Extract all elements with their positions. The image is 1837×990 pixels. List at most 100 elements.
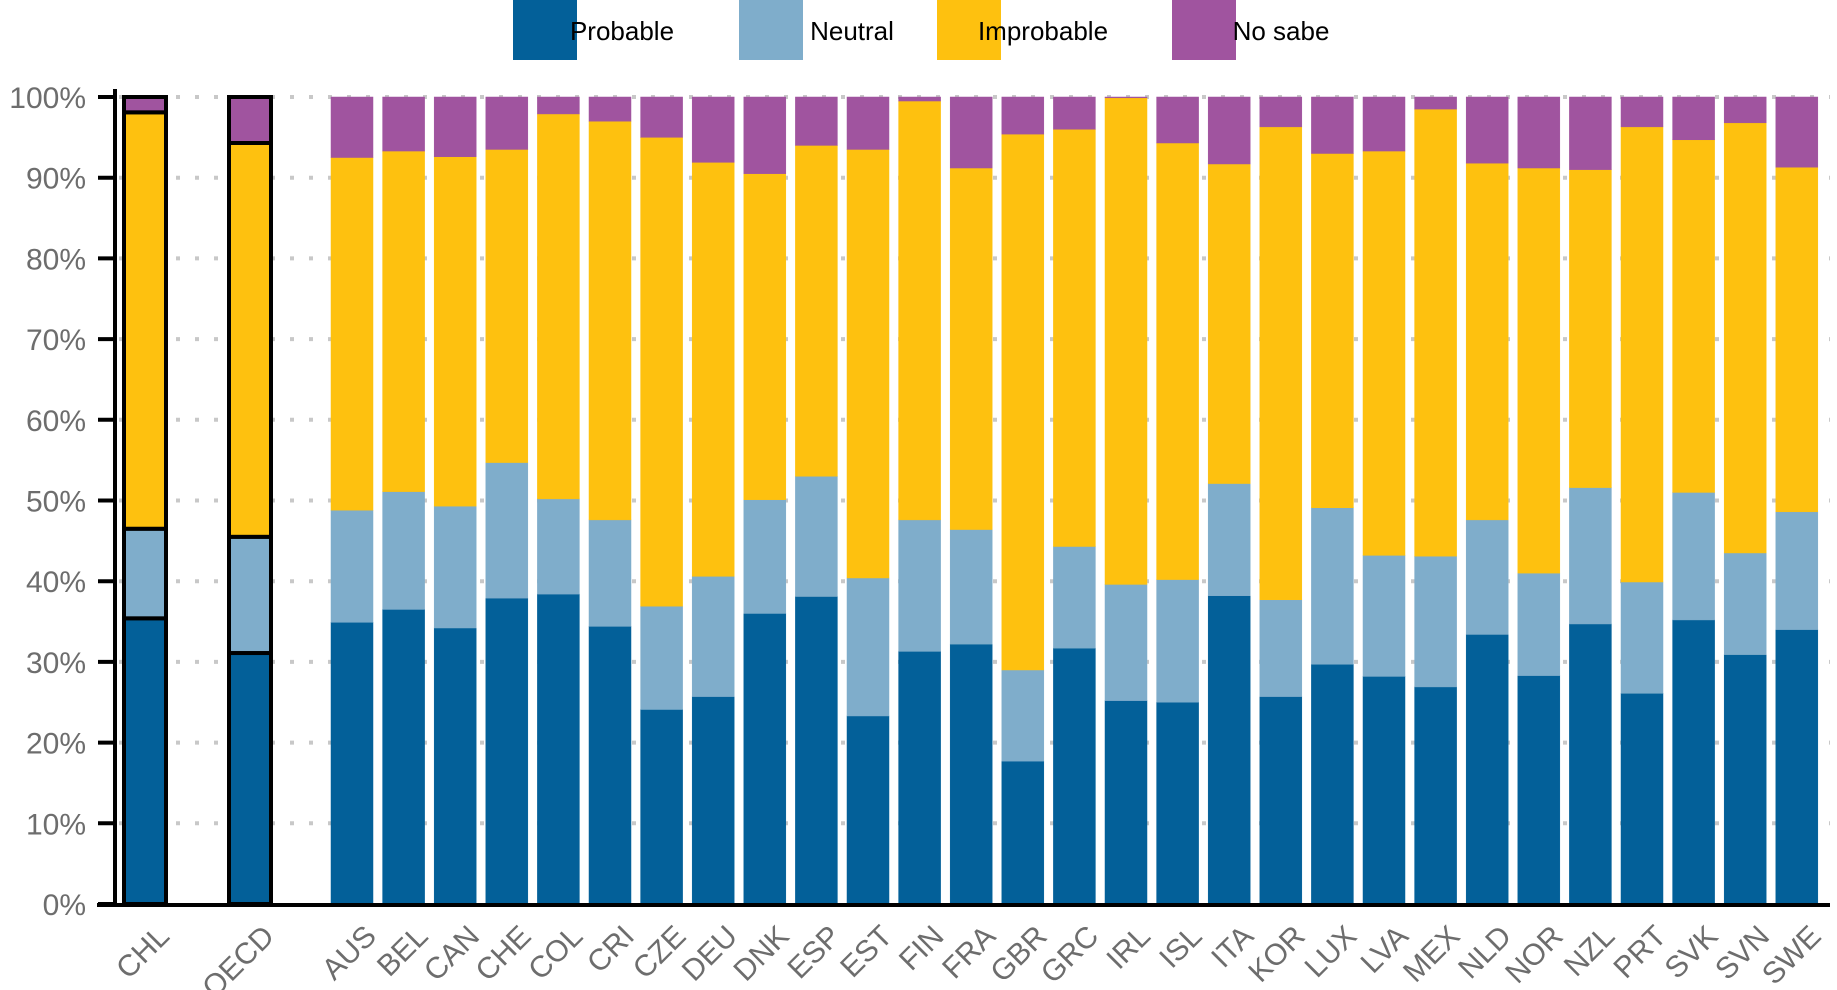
- bar-segment-lva-neutral: [1362, 555, 1406, 677]
- bar-segment-deu-probable: [691, 696, 735, 905]
- bar-segment-esp-improbable: [795, 145, 838, 477]
- x-tick-label: BEL: [371, 920, 434, 983]
- bar-segment-irl-probable: [1104, 700, 1148, 905]
- bar-segment-fra-neutral: [949, 529, 993, 645]
- x-tick-label: FRA: [936, 920, 1002, 986]
- bar-segment-oecd-improbable: [227, 140, 273, 539]
- bar-group-gbr: [1001, 96, 1045, 905]
- bar-segment-isl-probable: [1156, 702, 1199, 905]
- bar-segment-nzl-probable: [1569, 623, 1612, 905]
- x-tick-label: ISL: [1153, 920, 1208, 975]
- bar-segment-cze-neutral: [640, 605, 683, 710]
- bar-segment-est-no-sabe: [846, 96, 890, 150]
- bar-segment-cze-probable: [640, 709, 683, 905]
- bar-segment-isl-improbable: [1156, 142, 1199, 580]
- bar-segment-can-neutral: [433, 505, 477, 629]
- bar-segment-bel-no-sabe: [382, 96, 425, 152]
- x-tick-label: IRL: [1101, 920, 1157, 976]
- bar-segment-deu-neutral: [691, 576, 735, 697]
- bar-segment-dnk-neutral: [743, 499, 787, 614]
- x-tick-label: OECD: [196, 920, 281, 990]
- x-tick-label: CZE: [627, 920, 693, 986]
- bar-segment-aus-no-sabe: [330, 96, 374, 158]
- y-tick-label: 40%: [26, 566, 86, 599]
- bar-segment-nld-neutral: [1465, 519, 1509, 635]
- bar-segment-nld-probable: [1465, 634, 1509, 905]
- x-tick-label: SWE: [1756, 920, 1828, 990]
- legend-swatch-improbable: [937, 0, 1001, 60]
- y-tick-label: 30%: [26, 647, 86, 680]
- bar-segment-fin-probable: [898, 651, 941, 905]
- bar-group-cri: [588, 96, 632, 905]
- bar-segment-mex-no-sabe: [1414, 96, 1457, 110]
- bar-segment-deu-improbable: [691, 162, 735, 577]
- bar-group-col: [537, 96, 580, 905]
- legend-swatch-no-sabe: [1172, 0, 1236, 60]
- bar-segment-ita-neutral: [1207, 483, 1251, 596]
- bar-segment-lux-probable: [1311, 664, 1354, 905]
- legend-swatch-neutral: [739, 0, 803, 60]
- x-tick-label: AUS: [316, 920, 383, 987]
- bar-segment-gbr-probable: [1001, 760, 1045, 905]
- x-tick-label: DNK: [728, 920, 796, 988]
- bar-segment-svn-probable: [1723, 654, 1767, 905]
- bar-segment-aus-probable: [330, 622, 374, 905]
- legend-label: Probable: [570, 16, 674, 46]
- bar-segment-dnk-improbable: [743, 173, 787, 500]
- bar-segment-esp-no-sabe: [795, 96, 838, 146]
- bar-segment-aus-improbable: [330, 157, 374, 511]
- x-tick-label: EST: [834, 920, 899, 985]
- bar-segment-fra-improbable: [949, 167, 993, 530]
- bar-segment-lux-neutral: [1311, 507, 1354, 665]
- bar-segment-chl-neutral: [122, 526, 168, 621]
- bar-segment-isl-neutral: [1156, 579, 1199, 703]
- bar-segment-prt-no-sabe: [1620, 96, 1664, 128]
- bar-segment-chl-no-sabe: [122, 95, 168, 115]
- bar-segment-cze-improbable: [640, 137, 683, 607]
- bar-group-nld: [1465, 96, 1509, 905]
- x-tick-label: NZL: [1558, 920, 1621, 983]
- bar-segment-ita-probable: [1207, 595, 1251, 905]
- bar-segment-cri-no-sabe: [588, 96, 632, 122]
- bar-segment-kor-no-sabe: [1259, 96, 1303, 128]
- bar-segment-lva-improbable: [1362, 150, 1406, 556]
- legend-label: No sabe: [1233, 16, 1330, 46]
- bar-segment-grc-no-sabe: [1053, 96, 1096, 130]
- bar-segment-grc-neutral: [1053, 546, 1096, 649]
- bar-group-esp: [795, 96, 838, 905]
- bar-segment-fin-no-sabe: [898, 96, 941, 102]
- bar-segment-prt-probable: [1620, 693, 1664, 905]
- bar-segment-can-no-sabe: [433, 96, 477, 157]
- bar-segment-nzl-no-sabe: [1569, 96, 1612, 170]
- bar-segment-nor-no-sabe: [1517, 96, 1561, 169]
- bar-segment-nor-probable: [1517, 675, 1561, 905]
- bar-group-lux: [1311, 96, 1354, 905]
- bar-segment-nor-neutral: [1517, 572, 1561, 676]
- bar-segment-nzl-improbable: [1569, 169, 1612, 488]
- bar-group-can: [433, 96, 477, 905]
- bar-segment-grc-probable: [1053, 647, 1096, 905]
- bar-segment-irl-neutral: [1104, 584, 1148, 701]
- bar-group-nzl: [1569, 96, 1612, 905]
- bar-segment-chl-improbable: [122, 110, 168, 531]
- bar-segment-irl-no-sabe: [1104, 96, 1148, 99]
- bar-group-kor: [1259, 96, 1303, 905]
- bar-segment-swe-probable: [1775, 629, 1819, 905]
- bar-group-oecd: [227, 95, 273, 907]
- bar-segment-isl-no-sabe: [1156, 96, 1199, 144]
- bar-segment-fin-neutral: [898, 519, 941, 652]
- bar-group-isl: [1156, 96, 1199, 905]
- bar-group-fin: [898, 96, 941, 905]
- bar-segment-dnk-probable: [743, 613, 787, 905]
- bar-group-prt: [1620, 96, 1664, 905]
- x-tick-label: SVK: [1659, 920, 1725, 986]
- bar-segment-svk-neutral: [1672, 492, 1715, 621]
- x-tick-label: ESP: [781, 920, 847, 986]
- bar-segment-grc-improbable: [1053, 129, 1096, 547]
- bar-segment-col-probable: [537, 593, 580, 905]
- legend: Probable Neutral Improbable No sabe: [513, 0, 1329, 60]
- bar-segment-lva-probable: [1362, 676, 1406, 905]
- bar-group-est: [846, 96, 890, 905]
- bar-group-irl: [1104, 96, 1148, 905]
- y-tick-label: 10%: [26, 808, 86, 841]
